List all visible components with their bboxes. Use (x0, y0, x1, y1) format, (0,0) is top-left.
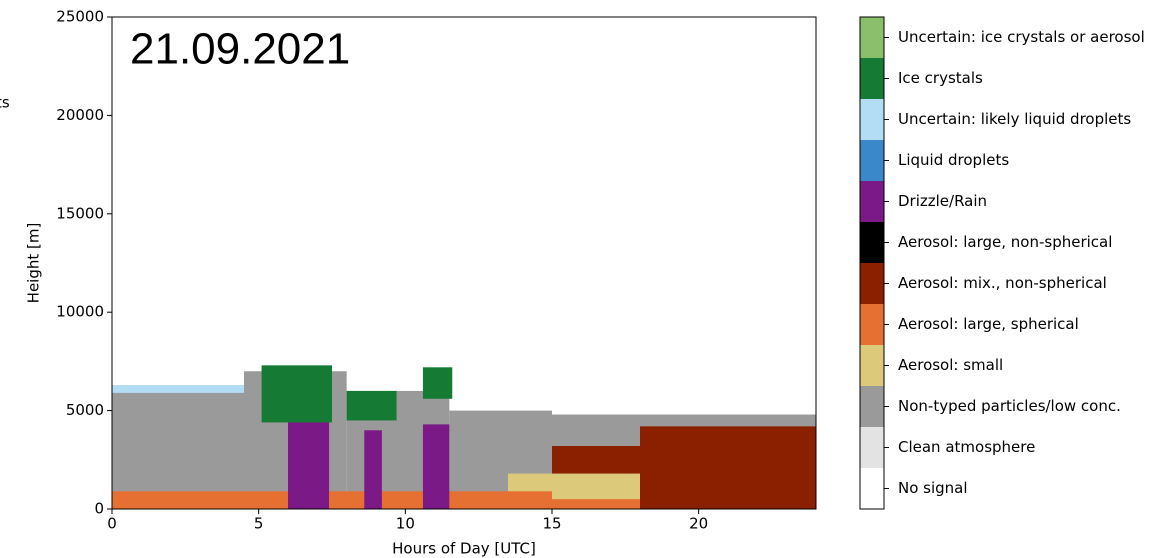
colorbar-swatch (860, 222, 884, 263)
y-tick-label: 25000 (56, 8, 104, 26)
legend-label: Clean atmosphere (898, 438, 1035, 456)
class-region (552, 499, 640, 509)
y-tick-label: 10000 (56, 303, 104, 321)
class-region (640, 426, 816, 509)
legend-label: Liquid droplets (898, 151, 1009, 169)
colorbar-swatch (860, 17, 884, 58)
colorbar-swatch (860, 345, 884, 386)
legend-label: Non-typed particles/low conc. (898, 397, 1121, 415)
colorbar-swatch (860, 181, 884, 222)
chart: 21.09.2021 ts Hours of Day [UTC] Height … (0, 0, 1175, 558)
x-tick-label: 20 (689, 515, 708, 533)
colorbar-swatch (860, 58, 884, 99)
legend-label: Drizzle/Rain (898, 192, 987, 210)
colorbar-swatch (860, 427, 884, 468)
y-axis-label: Height [m] (25, 223, 43, 304)
date-annotation: 21.09.2021 (130, 25, 350, 74)
y-tick-label: 20000 (56, 106, 104, 124)
legend-label: Aerosol: small (898, 356, 1003, 374)
class-region (423, 424, 449, 509)
class-region (262, 365, 332, 422)
legend-label: Aerosol: large, spherical (898, 315, 1079, 333)
y-tick-label: 0 (94, 500, 104, 518)
class-region (112, 385, 244, 393)
legend-label: No signal (898, 479, 968, 497)
class-region (364, 430, 382, 509)
y-tick-label: 5000 (66, 401, 104, 419)
x-tick-label: 0 (107, 515, 117, 533)
cut-off-text: ts (0, 94, 10, 112)
legend-label: Ice crystals (898, 69, 983, 87)
legend-label: Aerosol: large, non-spherical (898, 233, 1112, 251)
x-tick-label: 15 (542, 515, 561, 533)
legend-label: Uncertain: ice crystals or aerosol (898, 28, 1145, 46)
colorbar-swatch (860, 304, 884, 345)
y-tick-label: 15000 (56, 204, 104, 222)
class-region (347, 391, 397, 421)
class-region (112, 491, 552, 509)
colorbar-swatch (860, 140, 884, 181)
legend-label: Uncertain: likely liquid droplets (898, 110, 1131, 128)
x-axis-label: Hours of Day [UTC] (392, 540, 536, 558)
colorbar-swatch (860, 386, 884, 427)
class-region (288, 420, 329, 509)
colorbar-swatch (860, 99, 884, 140)
colorbar-swatch (860, 263, 884, 304)
legend-label: Aerosol: mix., non-spherical (898, 274, 1107, 292)
colorbar-swatch (860, 468, 884, 509)
x-tick-label: 5 (254, 515, 264, 533)
x-tick-label: 10 (396, 515, 415, 533)
class-region (423, 367, 452, 398)
